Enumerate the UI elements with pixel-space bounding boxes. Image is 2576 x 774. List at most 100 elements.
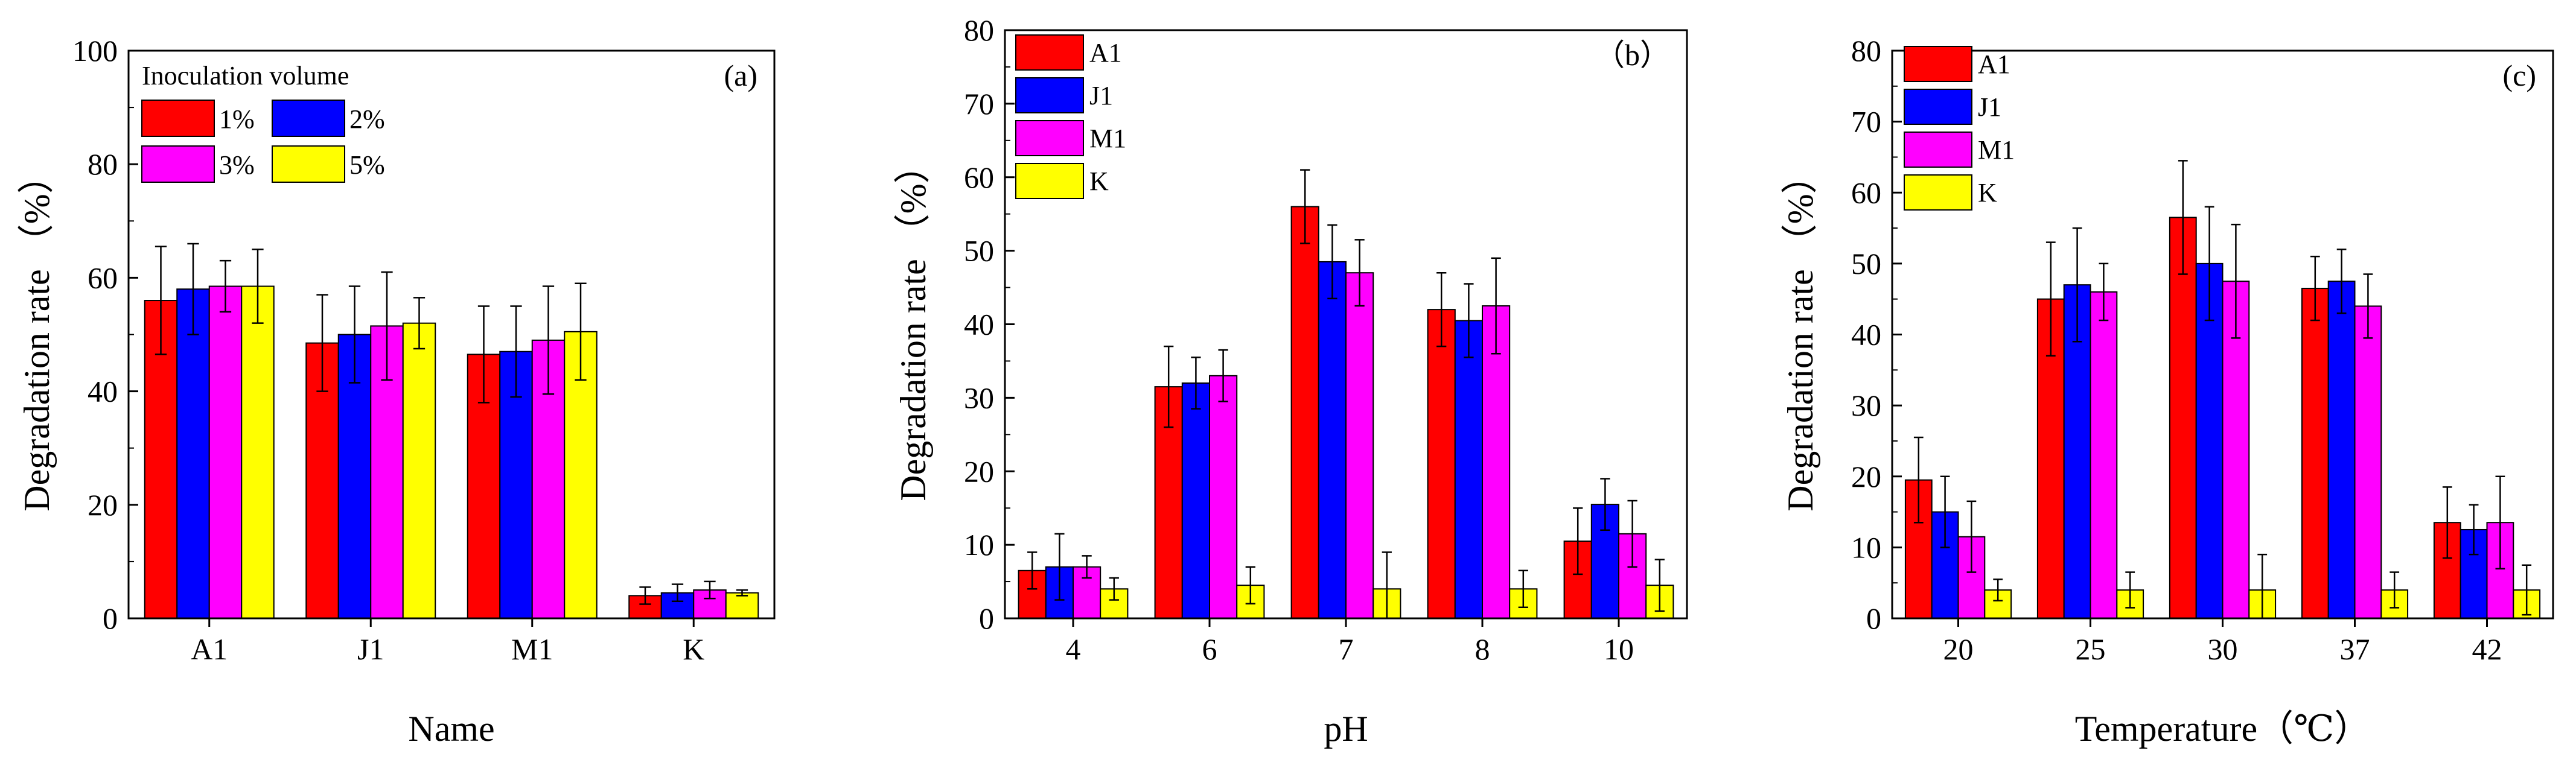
legend-swatch-3% xyxy=(141,145,215,183)
y-tick-label: 40 xyxy=(964,308,994,341)
bar-K-20 xyxy=(1984,589,2012,620)
y-tick-label: 100 xyxy=(72,34,118,68)
x-tick-label: 10 xyxy=(1604,632,1634,666)
bar-J1-7 xyxy=(1318,261,1347,619)
bar-M1-6 xyxy=(1209,375,1238,619)
error-bar-K-6 xyxy=(1245,566,1255,604)
error-bar-M1-6 xyxy=(1218,349,1228,402)
legend-label-K: K xyxy=(1089,167,1109,196)
legend-swatch-1% xyxy=(141,100,215,137)
error-bar-1%-K xyxy=(639,586,651,605)
error-bar-3%-M1 xyxy=(542,285,555,395)
error-bar-J1-7 xyxy=(1327,224,1337,300)
error-bar-3%-J1 xyxy=(381,271,393,381)
y-tick-label: 0 xyxy=(979,601,994,635)
y-tick-label: 50 xyxy=(1851,247,1881,281)
y-tick-label: 70 xyxy=(1851,105,1881,139)
bar-3%-A1 xyxy=(208,285,243,619)
error-bar-M1-4 xyxy=(1082,555,1092,579)
panel-label: （b） xyxy=(1595,38,1670,72)
legend-label-J1: J1 xyxy=(1978,92,2001,122)
y-tick-label: 50 xyxy=(964,234,994,268)
legend-label-2%: 2% xyxy=(349,104,385,134)
x-tick-label: 8 xyxy=(1475,632,1490,666)
x-tick-label: 25 xyxy=(2076,632,2106,666)
x-tick-label: 7 xyxy=(1339,632,1354,666)
legend-swatch-K xyxy=(1015,163,1084,199)
error-bar-J1-25 xyxy=(2072,227,2082,343)
y-tick-label: 0 xyxy=(103,601,118,635)
y-tick-label: 20 xyxy=(88,488,118,522)
y-tick-label: 60 xyxy=(88,261,118,294)
error-bar-1%-J1 xyxy=(316,294,328,392)
x-axis-title: Name xyxy=(408,709,494,749)
x-tick-label: J1 xyxy=(357,632,384,666)
x-tick-label: 6 xyxy=(1202,632,1217,666)
x-tick-label: M1 xyxy=(511,632,553,666)
error-bar-2%-J1 xyxy=(348,285,361,384)
bar-A1-8 xyxy=(1427,309,1456,619)
error-bar-5%-J1 xyxy=(413,297,426,350)
chart-panel-1: 0 20 40 60 80 100 A1 J1 M1 K Name Degradation rate … xyxy=(17,34,776,749)
legend-swatch-J1 xyxy=(1015,77,1084,113)
y-tick-label: 80 xyxy=(88,147,118,181)
bar-5%-J1 xyxy=(402,322,436,619)
error-bar-K-10 xyxy=(1654,559,1665,612)
legend-swatch-M1 xyxy=(1904,132,1972,168)
bar-M1-7 xyxy=(1345,272,1374,619)
error-bar-3%-A1 xyxy=(219,259,232,313)
error-bar-K-37 xyxy=(2389,571,2400,609)
error-bar-A1-4 xyxy=(1027,551,1038,590)
error-bar-M1-20 xyxy=(1966,500,1977,573)
legend-label-1%: 1% xyxy=(219,104,255,134)
error-bar-5%-M1 xyxy=(575,282,587,381)
error-bar-J1-37 xyxy=(2336,249,2347,314)
error-bar-J1-20 xyxy=(1940,475,1950,548)
error-bar-J1-6 xyxy=(1191,357,1201,410)
error-bar-K-4 xyxy=(1109,577,1119,601)
y-tick-label: 10 xyxy=(964,528,994,562)
error-bar-M1-10 xyxy=(1627,500,1637,568)
legend-swatch-A1 xyxy=(1015,34,1084,71)
legend-label-5%: 5% xyxy=(349,150,385,180)
x-tick-label: A1 xyxy=(191,632,228,666)
y-tick-label: 10 xyxy=(1851,530,1881,564)
y-tick-label: 0 xyxy=(1866,601,1881,635)
error-bar-K-25 xyxy=(2125,571,2135,609)
error-bar-3%-K xyxy=(704,580,716,600)
error-bar-K-20 xyxy=(1993,579,2003,601)
error-bar-M1-37 xyxy=(2363,273,2373,339)
y-tick-label: 70 xyxy=(964,87,994,121)
bar-K-6 xyxy=(1236,585,1265,619)
x-tick-label: 30 xyxy=(2208,632,2238,666)
y-tick-label: 80 xyxy=(964,13,994,47)
x-tick-label: 42 xyxy=(2472,632,2502,666)
x-tick-label: K xyxy=(683,632,704,666)
legend-label-A1: A1 xyxy=(1978,49,2010,79)
error-bar-A1-8 xyxy=(1436,271,1447,347)
chart-panel-3: 0 10 20 30 40 50 60 70 80 20 25 30 37 42 Temperature（℃… xyxy=(1781,34,2554,749)
error-bar-M1-42 xyxy=(2495,475,2505,569)
x-axis-title: pH xyxy=(1324,709,1368,749)
error-bar-M1-30 xyxy=(2231,223,2241,339)
y-tick-label: 20 xyxy=(1851,460,1881,493)
error-bar-5%-K xyxy=(736,589,748,597)
bar-5%-K xyxy=(725,592,759,620)
error-bar-M1-8 xyxy=(1491,257,1501,355)
error-bar-5%-A1 xyxy=(252,249,264,324)
error-bar-A1-20 xyxy=(1913,436,1924,524)
y-tick-label: 40 xyxy=(1851,318,1881,352)
legend-label-3%: 3% xyxy=(219,150,255,180)
error-bar-A1-37 xyxy=(2310,255,2320,322)
error-bar-1%-A1 xyxy=(155,246,167,355)
y-tick-label: 20 xyxy=(964,454,994,488)
bar-J1-37 xyxy=(2327,281,2356,619)
x-tick-label: 20 xyxy=(1943,632,1974,666)
y-tick-label: 60 xyxy=(964,160,994,194)
error-bar-K-42 xyxy=(2522,564,2532,616)
legend-label-M1: M1 xyxy=(1089,124,1126,153)
y-tick-label: 60 xyxy=(1851,176,1881,209)
legend-swatch-5% xyxy=(272,145,345,183)
chart-panel-2: 0 10 20 30 40 50 60 70 80 4 6 7 8 10 pH Degradation rat… xyxy=(893,13,1688,749)
